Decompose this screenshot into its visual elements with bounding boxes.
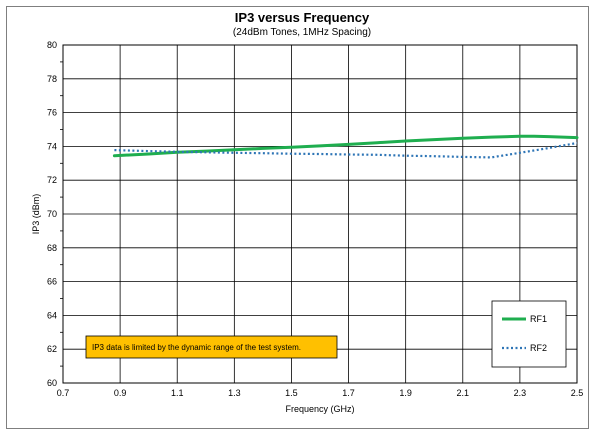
chart-subtitle: (24dBm Tones, 1MHz Spacing) — [233, 27, 371, 38]
y-axis-label: IP3 (dBm) — [31, 194, 41, 235]
annotation-text: IP3 data is limited by the dynamic range… — [92, 343, 301, 352]
x-tick-labels: 0.7 0.9 1.1 1.3 1.5 1.7 1.9 2.1 2.3 2.5 — [57, 388, 584, 398]
y-tick-label: 72 — [47, 175, 57, 185]
y-tick-label: 78 — [47, 74, 57, 84]
x-tick-label: 0.9 — [114, 388, 127, 398]
x-tick-label: 2.1 — [457, 388, 470, 398]
x-tick-label: 1.9 — [399, 388, 412, 398]
y-tick-label: 76 — [47, 108, 57, 118]
annotation-box: IP3 data is limited by the dynamic range… — [85, 335, 338, 359]
y-tick-label: 66 — [47, 277, 57, 287]
x-tick-label: 1.5 — [285, 388, 298, 398]
y-tick-label: 64 — [47, 310, 57, 320]
y-tick-labels: 60 62 64 66 68 70 72 74 76 78 80 — [47, 40, 57, 388]
y-tick-label: 62 — [47, 344, 57, 354]
x-axis-label: Frequency (GHz) — [285, 404, 354, 414]
x-tick-label: 2.3 — [514, 388, 527, 398]
y-tick-label: 68 — [47, 243, 57, 253]
legend: RF1 RF2 — [491, 300, 567, 368]
legend-label-rf2: RF2 — [530, 343, 547, 353]
series-layer — [112, 134, 579, 159]
y-tick-label: 60 — [47, 378, 57, 388]
chart-title: IP3 versus Frequency — [235, 10, 370, 25]
plot-area — [62, 44, 578, 384]
y-tick-label: 74 — [47, 141, 57, 151]
y-tick-label: 80 — [47, 40, 57, 50]
series-line-rf2 — [114, 141, 578, 159]
legend-box — [491, 300, 567, 368]
x-tick-label: 2.5 — [571, 388, 584, 398]
y-tick-label: 70 — [47, 209, 57, 219]
x-tick-label: 1.3 — [228, 388, 241, 398]
x-tick-label: 1.7 — [342, 388, 355, 398]
annotation-background — [85, 335, 338, 359]
x-tick-label: 1.1 — [171, 388, 184, 398]
x-tick-label: 0.7 — [57, 388, 70, 398]
legend-label-rf1: RF1 — [530, 314, 547, 324]
